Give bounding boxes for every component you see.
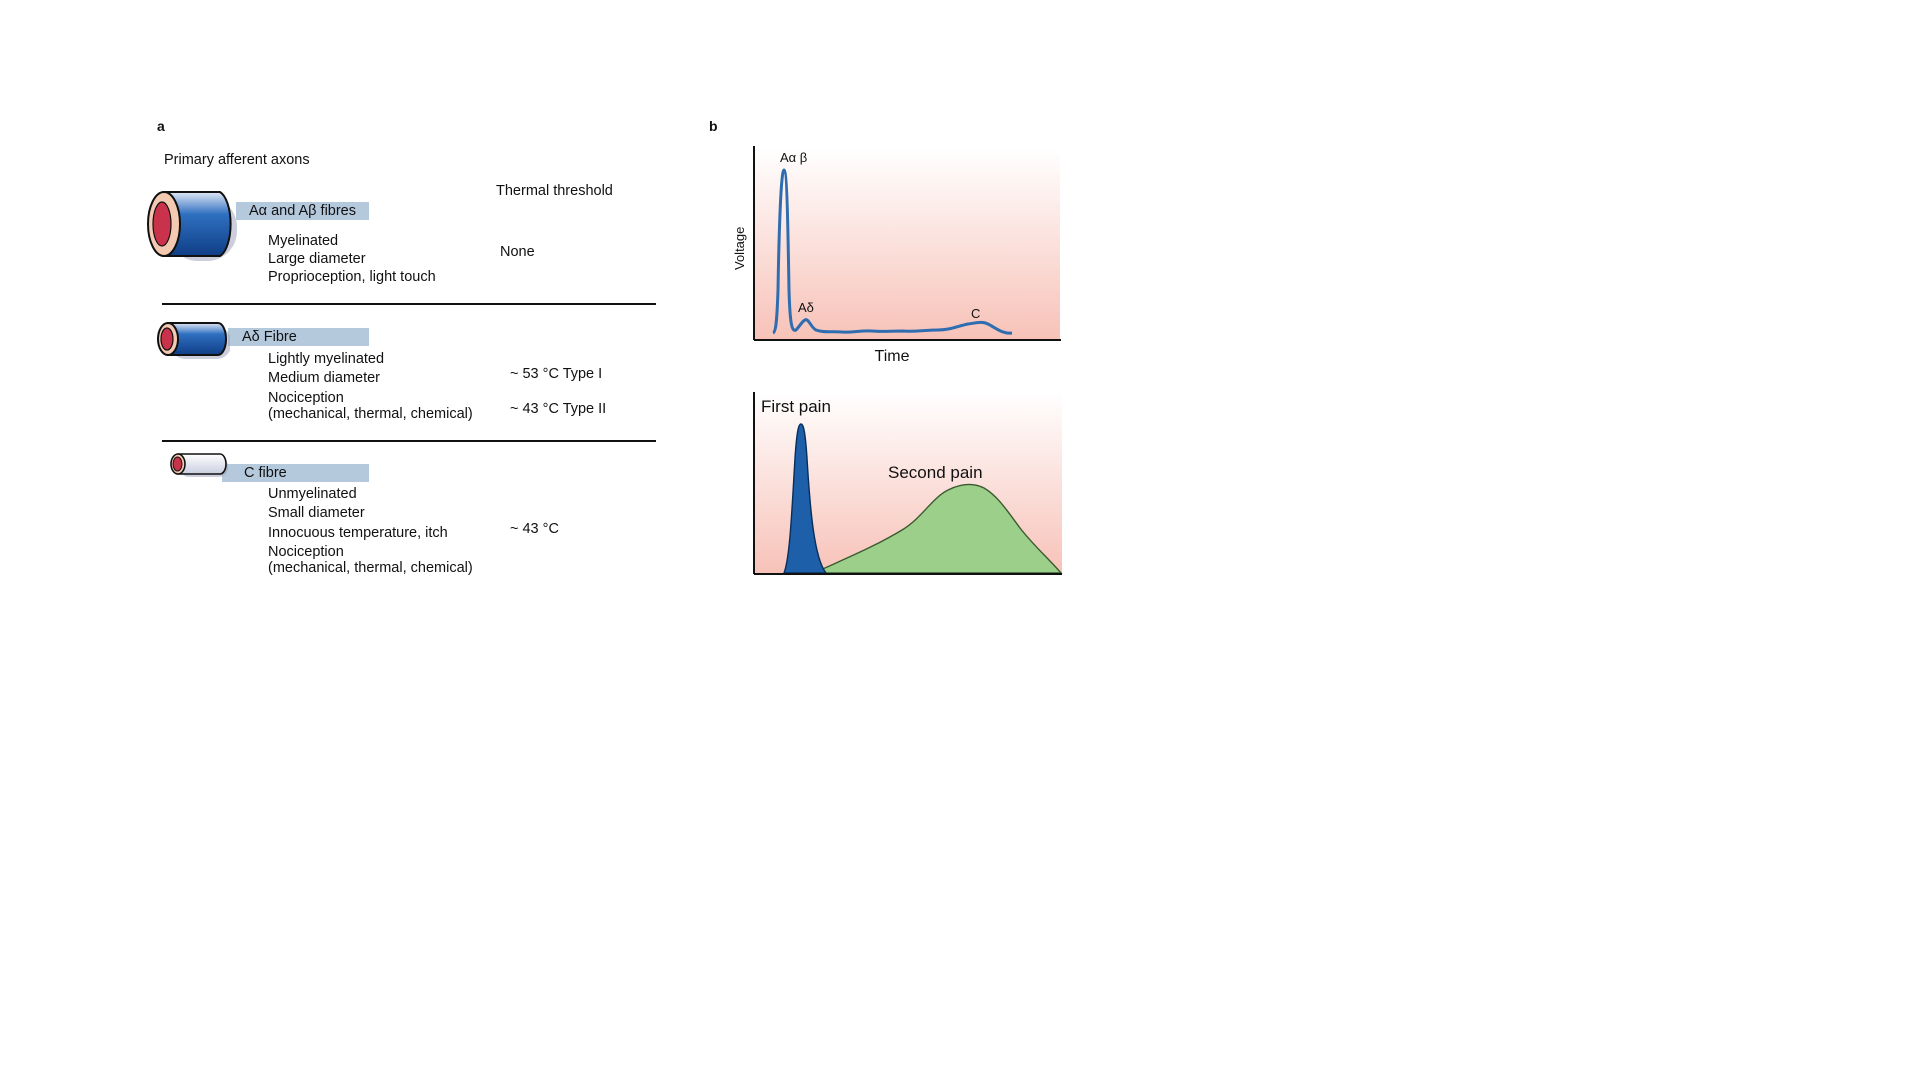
first-pain-curve (782, 423, 828, 574)
fibre-property: Nociception (268, 390, 344, 406)
peak-label-adelta: Aδ (798, 300, 814, 315)
unmyelinated-axon-icon (170, 453, 228, 477)
fibre-property: Lightly myelinated (268, 351, 385, 367)
fibre-name: C fibre (244, 465, 287, 481)
fibre-property: (mechanical, thermal, chemical) (268, 560, 473, 576)
section-divider (162, 440, 656, 442)
panel-a-heading: Primary afferent axons (164, 152, 310, 168)
compound-action-potential-plot: Aα β Aδ C Voltage Time (732, 146, 1061, 365)
fibre-name: Aα and Aβ fibres (249, 203, 357, 219)
y-axis-label: Voltage (732, 227, 747, 270)
fibre-property: Nociception (268, 544, 344, 560)
panel-b-letter: b (709, 118, 718, 134)
fibre-property: Proprioception, light touch (268, 269, 436, 285)
fibre-property: (mechanical, thermal, chemical) (268, 406, 473, 422)
fibre-property: Large diameter (268, 251, 366, 267)
peak-label-aalpha-beta: Aα β (780, 150, 807, 165)
panel-a-letter: a (157, 118, 165, 134)
fibre-name-band: Aδ Fibre (228, 328, 369, 346)
x-axis-label: Time (875, 348, 910, 365)
fibre-property: Innocuous temperature, itch (268, 525, 448, 541)
medium-myelinated-axon-icon (157, 322, 230, 359)
voltage-trace (772, 168, 1013, 335)
fibre-threshold: ~ 43 °C (510, 521, 559, 537)
plot-background (754, 148, 1060, 340)
first-second-pain-plot: First pain Second pain (753, 392, 1063, 575)
thermal-threshold-heading: Thermal threshold (496, 183, 613, 199)
large-myelinated-axon-icon (147, 191, 237, 261)
fibre-property: Myelinated (268, 233, 339, 249)
fibre-name-band: Aα and Aβ fibres (236, 202, 369, 220)
fibre-property: Medium diameter (268, 370, 381, 386)
fibre-threshold: None (500, 244, 535, 260)
section-divider (162, 303, 656, 305)
first-pain-label: First pain (761, 397, 831, 416)
fibre-property: Small diameter (268, 505, 365, 521)
peak-label-c: C (971, 306, 980, 321)
fibre-threshold: ~ 53 °C Type I (510, 366, 603, 382)
second-pain-curve (813, 483, 1063, 574)
fibre-threshold: ~ 43 °C Type II (510, 401, 607, 417)
fibre-name-band: C fibre (222, 464, 369, 482)
fibre-property: Unmyelinated (268, 486, 357, 502)
fibre-name: Aδ Fibre (242, 329, 297, 345)
second-pain-label: Second pain (888, 463, 983, 482)
